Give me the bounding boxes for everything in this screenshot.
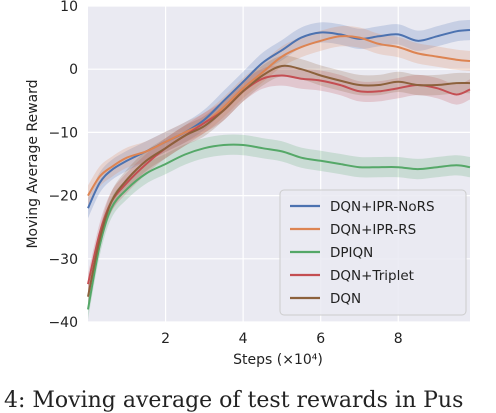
- x-tick-label: 4: [239, 331, 248, 347]
- legend-entry: DPIQN: [330, 245, 373, 261]
- legend-entry: DQN+Triplet: [330, 268, 414, 284]
- y-tick-labels: −40 −30 −20 −10 0 10: [48, 0, 78, 331]
- legend-entry: DQN+IPR-RS: [330, 222, 416, 238]
- legend-entry: DQN: [330, 291, 361, 307]
- y-axis-label: Moving Average Reward: [25, 79, 41, 248]
- y-tick-label: −30: [48, 252, 78, 268]
- legend-entry: DQN+IPR-NoRS: [330, 199, 435, 215]
- x-axis-label: Steps (×10⁴): [233, 352, 323, 368]
- figure-caption: 4: Moving average of test rewards in Pus: [4, 388, 463, 413]
- legend: DQN+IPR-NoRS DQN+IPR-RS DPIQN DQN+Triplet DQ…: [280, 190, 466, 315]
- y-tick-label: −10: [48, 125, 78, 141]
- x-tick-labels: 2 4 6 8: [161, 331, 403, 347]
- x-tick-label: 2: [161, 331, 170, 347]
- y-tick-label: −20: [48, 189, 78, 205]
- x-tick-label: 8: [394, 331, 403, 347]
- y-tick-label: 0: [69, 62, 78, 78]
- x-tick-label: 6: [316, 331, 325, 347]
- chart: −40 −30 −20 −10 0 10 2 4 6 8 Moving Average Rewa…: [0, 0, 496, 388]
- y-tick-label: −40: [48, 315, 78, 331]
- y-tick-label: 10: [60, 0, 78, 15]
